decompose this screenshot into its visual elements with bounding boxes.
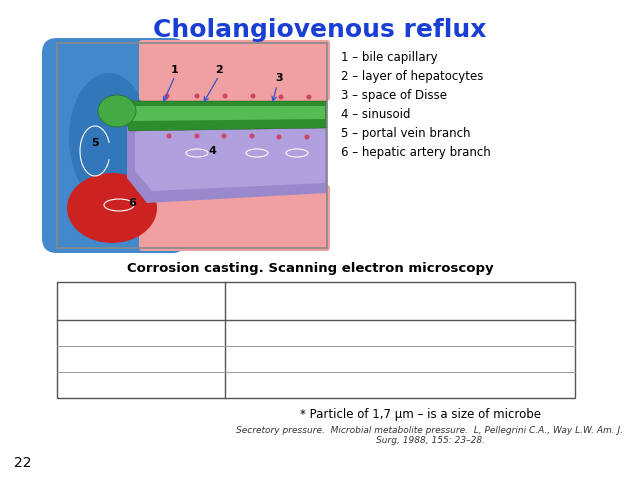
Text: 3 – space of Disse: 3 – space of Disse	[341, 89, 447, 102]
Text: 6: 6	[128, 198, 136, 208]
Text: 3: 3	[275, 73, 283, 83]
Polygon shape	[127, 106, 325, 121]
Text: Ductal pressure, mm H2O: Ductal pressure, mm H2O	[64, 288, 225, 298]
Ellipse shape	[307, 95, 312, 99]
Ellipse shape	[67, 173, 157, 243]
Bar	[57, 43, 327, 248]
Ellipse shape	[305, 134, 310, 140]
Text: Particles achieve sinusoids: Particles achieve sinusoids	[233, 354, 382, 364]
Text: 6 – hepatic artery branch: 6 – hepatic artery branch	[341, 146, 491, 159]
Text: 500–800: 500–800	[117, 380, 165, 390]
Ellipse shape	[166, 133, 172, 139]
Text: 4: 4	[208, 146, 216, 156]
Text: 2: 2	[215, 65, 223, 75]
Polygon shape	[125, 101, 327, 131]
Polygon shape	[127, 101, 327, 203]
Ellipse shape	[223, 94, 227, 98]
Text: 200–500: 200–500	[117, 354, 165, 364]
Text: Corrosion casting. Scanning electron microscopy: Corrosion casting. Scanning electron mic…	[127, 262, 493, 275]
Ellipse shape	[195, 94, 200, 98]
Ellipse shape	[98, 95, 136, 127]
Text: Secretory pressure.  Microbial metabolite pressure.  L, Pellegrini C.A., Way L.W: Secretory pressure. Microbial metabolite…	[237, 426, 623, 445]
Text: * Particle of 1,7 μm – is a size of microbe: * Particle of 1,7 μm – is a size of micr…	[300, 408, 541, 421]
FancyBboxPatch shape	[139, 40, 330, 101]
Ellipse shape	[250, 133, 255, 139]
Text: Cholangiovenous reflux: Cholangiovenous reflux	[154, 18, 486, 42]
Text: 2 – layer of hepatocytes: 2 – layer of hepatocytes	[341, 70, 483, 83]
FancyBboxPatch shape	[139, 185, 330, 251]
Ellipse shape	[69, 73, 149, 203]
Text: 22: 22	[14, 456, 31, 470]
Text: 1 – bile capillary: 1 – bile capillary	[341, 51, 438, 64]
Text: Penetration of corrosive particles (1,7 μm)*: Penetration of corrosive particles (1,7 …	[263, 296, 537, 306]
Text: Particles achieve central veins: Particles achieve central veins	[233, 380, 403, 390]
Ellipse shape	[195, 133, 200, 139]
Text: Intact bile ducts: Intact bile ducts	[233, 328, 323, 338]
Bar	[57, 43, 327, 248]
Ellipse shape	[164, 94, 170, 98]
Text: 5: 5	[91, 138, 99, 148]
Text: 4 – sinusoid: 4 – sinusoid	[341, 108, 410, 121]
Ellipse shape	[221, 133, 227, 139]
FancyBboxPatch shape	[42, 38, 187, 253]
Bar	[57, 282, 575, 398]
Ellipse shape	[278, 95, 284, 99]
Text: 5 – portal vein branch: 5 – portal vein branch	[341, 127, 470, 140]
Text: 200: 200	[131, 328, 152, 338]
Ellipse shape	[250, 94, 255, 98]
Polygon shape	[135, 111, 325, 191]
Ellipse shape	[276, 134, 282, 140]
Text: 1: 1	[171, 65, 179, 75]
